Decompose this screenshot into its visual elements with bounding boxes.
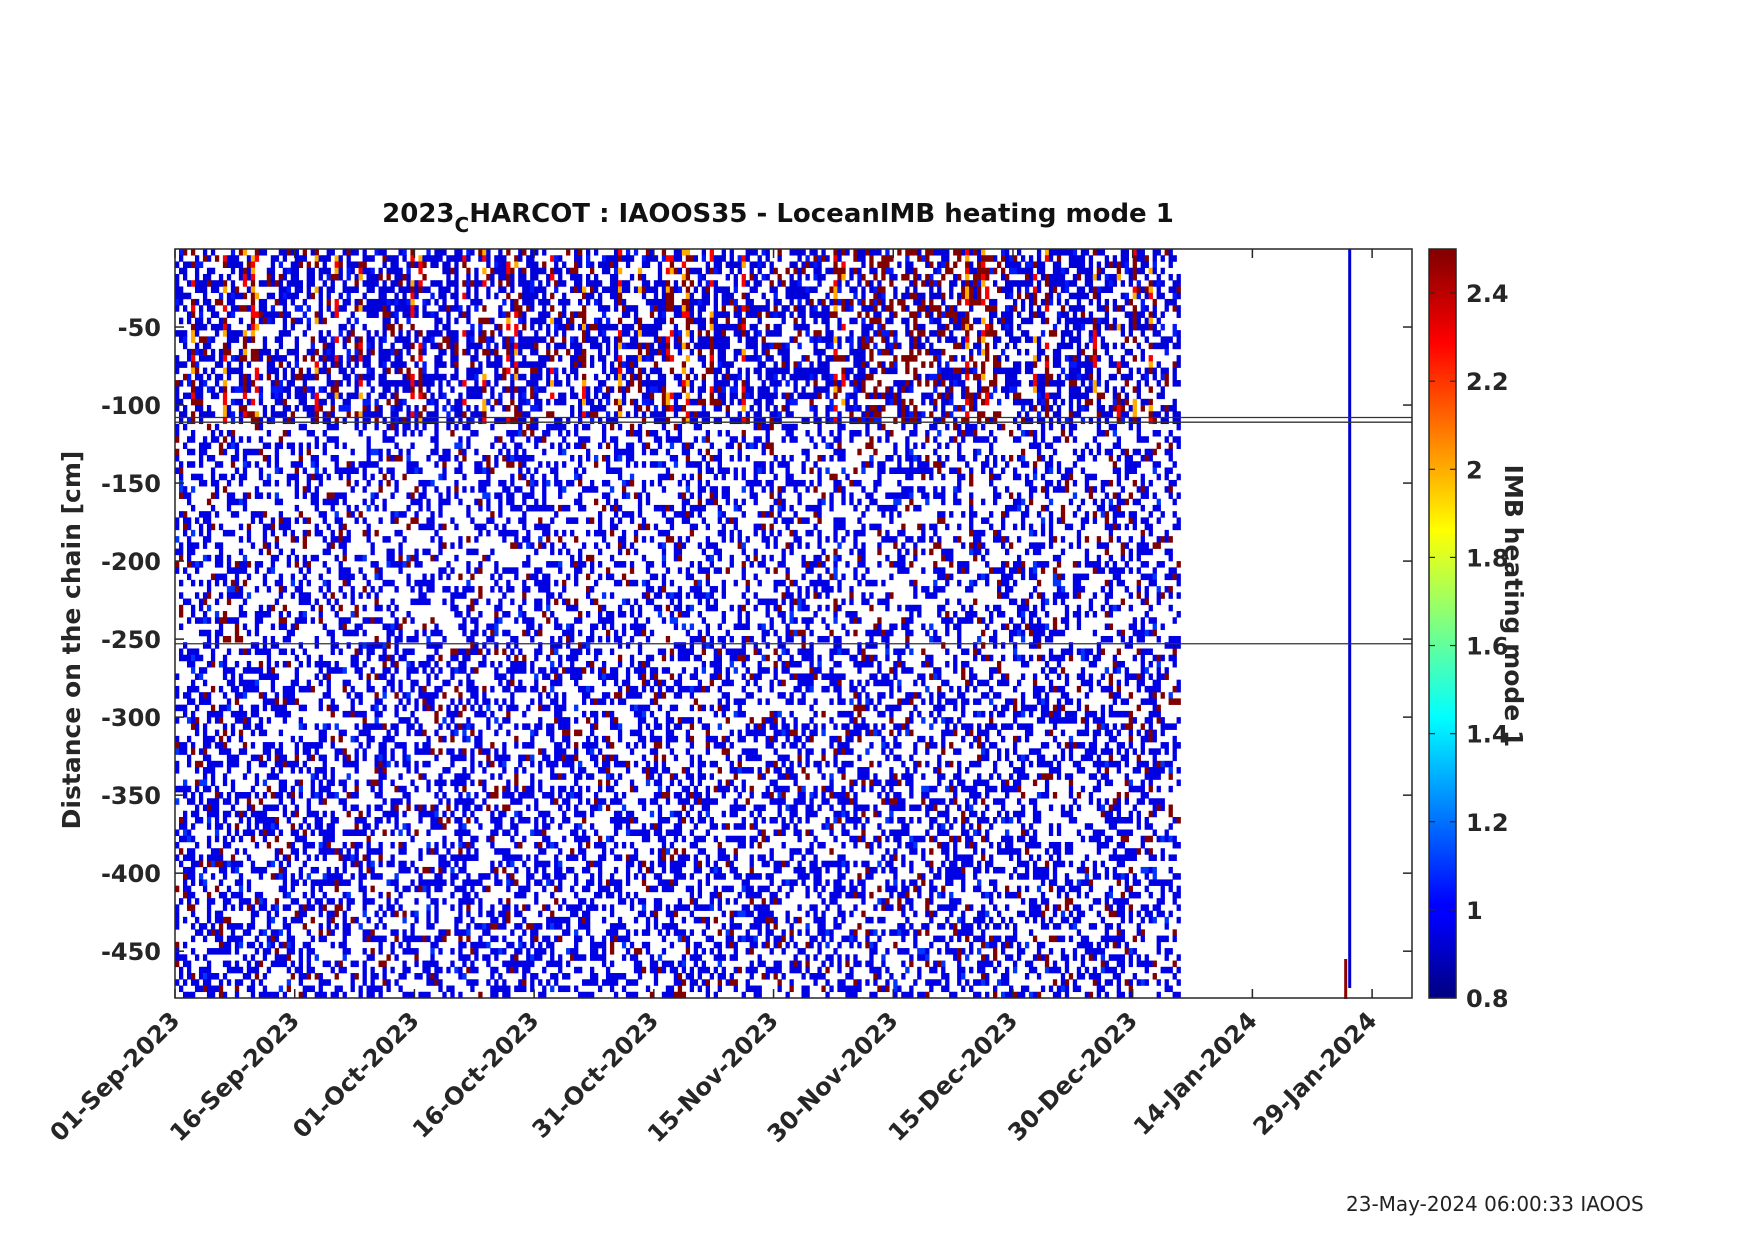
y-tick-label: -350 bbox=[101, 782, 161, 810]
x-tick-label: 14-Jan-2024 bbox=[1128, 1006, 1263, 1141]
chart-title: 2023CHARCOT : IAOOS35 - LoceanIMB heatin… bbox=[382, 199, 1174, 237]
title-main: 2023 bbox=[382, 199, 454, 229]
y-tick-label: -200 bbox=[101, 548, 161, 576]
x-tick-label: 01-Oct-2023 bbox=[287, 1006, 424, 1143]
y-tick-label: -400 bbox=[101, 860, 161, 888]
y-tick-label: -250 bbox=[101, 626, 161, 654]
plot-frame bbox=[174, 248, 1413, 999]
y-tick-label: -450 bbox=[101, 938, 161, 966]
colorbar-label: IMB heating mode 1 bbox=[1499, 465, 1528, 748]
colorbar-ticks: 2.4 2.2 2 1.8 1.6 1.4 1.2 1 0.8 bbox=[1429, 280, 1509, 1013]
heatmap-cells bbox=[175, 249, 1352, 999]
x-tick-label: 31-Oct-2023 bbox=[527, 1006, 664, 1143]
title-subscript: C bbox=[455, 213, 470, 237]
y-axis: -50 -100 -150 -200 -250 -300 -350 -400 -450 bbox=[101, 314, 1412, 966]
x-tick-label: 30-Dec-2023 bbox=[1003, 1006, 1143, 1146]
y-tick-label: -300 bbox=[101, 704, 161, 732]
colorbar-tick-label: 2.4 bbox=[1466, 280, 1509, 308]
x-tick-label: 29-Jan-2024 bbox=[1248, 1006, 1383, 1141]
y-tick-label: -50 bbox=[118, 314, 161, 342]
colorbar bbox=[1428, 248, 1457, 999]
horizontal-lines bbox=[175, 416, 1412, 645]
y-tick-label: -150 bbox=[101, 470, 161, 498]
y-tick-label: -100 bbox=[101, 392, 161, 420]
colorbar-tick-label: 1.6 bbox=[1466, 633, 1509, 661]
title-rest: HARCOT : IAOOS35 - LoceanIMB heating mod… bbox=[469, 199, 1174, 229]
y-axis-label: Distance on the chain [cm] bbox=[57, 451, 86, 830]
x-tick-label: 15-Dec-2023 bbox=[883, 1006, 1023, 1146]
colorbar-tick-label: 2.2 bbox=[1466, 368, 1509, 396]
timestamp-footer: 23-May-2024 06:00:33 IAOOS bbox=[1346, 1192, 1644, 1216]
colorbar-tick-label: 1.4 bbox=[1466, 721, 1509, 749]
colorbar-tick-label: 0.8 bbox=[1466, 985, 1509, 1013]
colorbar-tick-label: 1.8 bbox=[1466, 544, 1509, 572]
x-tick-label: 01-Sep-2023 bbox=[45, 1006, 186, 1147]
colorbar-tick-label: 1 bbox=[1466, 897, 1483, 925]
x-tick-label: 16-Oct-2023 bbox=[407, 1006, 544, 1143]
colorbar-tick-label: 1.2 bbox=[1466, 809, 1509, 837]
x-tick-label: 16-Sep-2023 bbox=[164, 1006, 305, 1147]
colorbar-tick-label: 2 bbox=[1466, 456, 1483, 484]
